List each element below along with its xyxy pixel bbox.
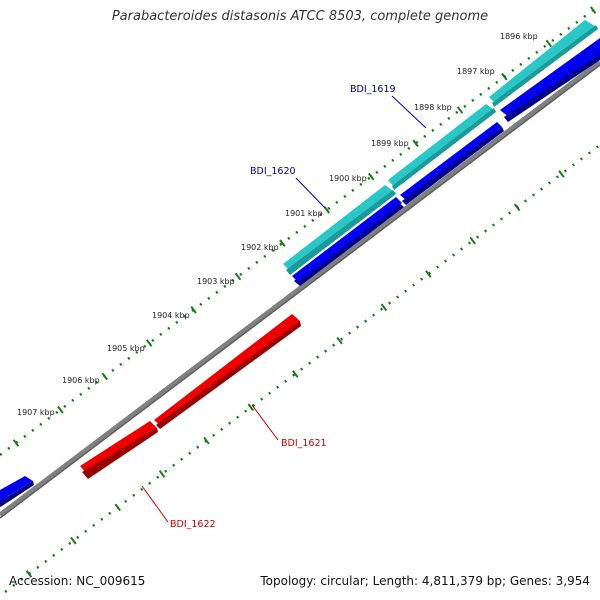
accession-text: Accession: NC_009615 xyxy=(9,574,146,588)
cds-forward-2 xyxy=(400,122,502,200)
inner-major-tick-5 xyxy=(247,403,255,412)
forward-cds-row xyxy=(0,38,600,507)
outer-major-ticks xyxy=(12,6,597,447)
outer-major-tick-8 xyxy=(367,172,375,181)
tick-label-1903: 1903 kbp xyxy=(197,277,235,286)
outer-major-tick-0 xyxy=(12,439,20,447)
inner-major-tick-2 xyxy=(114,503,121,512)
outer-major-tick-3 xyxy=(146,339,153,347)
tick-labels: 1896 kbp 1897 kbp 1898 kbp 1899 kbp 1900… xyxy=(17,32,538,417)
tick-label-1907: 1907 kbp xyxy=(17,408,55,417)
tick-label-1904: 1904 kbp xyxy=(152,311,190,320)
cds-feature-1 xyxy=(283,185,396,272)
tick-label-1898: 1898 kbp xyxy=(414,103,452,112)
inner-major-tick-10 xyxy=(469,236,476,245)
inner-major-tick-11 xyxy=(513,203,521,212)
inner-major-ticks xyxy=(25,170,565,578)
tick-label-1905: 1905 kbp xyxy=(107,344,145,353)
tick-label-1899: 1899 kbp xyxy=(371,139,409,148)
outer-major-tick-2 xyxy=(101,372,108,381)
genome-backbone xyxy=(0,60,600,517)
inner-tick-ring xyxy=(4,144,600,593)
cds-forward-edge-side xyxy=(0,481,34,507)
tick-label-1896: 1896 kbp xyxy=(500,32,538,41)
inner-major-tick-1 xyxy=(70,536,77,545)
cds-forward-2-side xyxy=(402,127,504,205)
gene-label-bdi-1620: BDI_1620 xyxy=(250,166,296,177)
gene-label-bdi-1619: BDI_1619 xyxy=(350,84,396,95)
cds-feature-1-side xyxy=(286,190,396,275)
inner-major-tick-4 xyxy=(203,436,210,445)
inner-major-tick-0 xyxy=(25,570,33,578)
map-title: Parabacteroides distasonis ATCC 8503, co… xyxy=(111,9,489,24)
outer-major-tick-5 xyxy=(234,272,242,281)
cds-forward-edge xyxy=(0,476,33,504)
gene-label-bdi-1621: BDI_1621 xyxy=(281,438,327,449)
cds-reverse-1 xyxy=(154,314,300,427)
cds-reverse-1-side xyxy=(156,321,301,429)
outer-major-tick-6 xyxy=(279,239,286,247)
inner-major-tick-12 xyxy=(558,170,565,178)
cds-forward-1-top xyxy=(292,197,402,282)
cds-reverse-2-side xyxy=(82,428,158,479)
outer-major-tick-9 xyxy=(412,139,419,148)
tick-label-1900: 1900 kbp xyxy=(329,174,367,183)
label-line-bdi-1620 xyxy=(295,177,326,209)
inner-major-tick-6 xyxy=(292,370,299,378)
genome-summary-text: Topology: circular; Length: 4,811,379 bp… xyxy=(260,574,590,588)
cds-feature-2-side xyxy=(392,108,496,190)
tick-label-1906: 1906 kbp xyxy=(62,376,100,385)
cds-forward-1 xyxy=(294,202,404,286)
inner-major-tick-8 xyxy=(380,303,388,312)
cds-forward-3-side xyxy=(504,54,600,122)
cds-reverse-2 xyxy=(80,421,157,475)
label-line-bdi-1619 xyxy=(391,95,427,129)
tick-label-1901: 1901 kbp xyxy=(285,209,323,218)
label-line-bdi-1622 xyxy=(141,485,169,523)
feature-cds-row xyxy=(283,20,598,275)
reverse-cds-row xyxy=(80,314,301,479)
outer-major-tick-11 xyxy=(501,72,508,81)
inner-major-tick-9 xyxy=(425,270,432,278)
gene-label-bdi-1622: BDI_1622 xyxy=(170,519,216,530)
outer-major-tick-13 xyxy=(589,6,597,14)
outer-tick-ring xyxy=(0,4,600,456)
tick-label-1897: 1897 kbp xyxy=(457,67,495,76)
cds-feature-3-side xyxy=(492,25,598,107)
tick-label-1902: 1902 kbp xyxy=(241,243,279,252)
outer-major-tick-4 xyxy=(190,306,197,314)
gene-labels: BDI_1619 BDI_1620 BDI_1621 BDI_1622 xyxy=(170,84,396,530)
label-line-bdi-1621 xyxy=(251,404,279,441)
outer-major-tick-10 xyxy=(456,106,464,114)
genome-backbone-shadow xyxy=(0,64,600,519)
outer-major-tick-1 xyxy=(57,405,64,414)
cds-feature-3 xyxy=(489,20,598,105)
inner-major-tick-3 xyxy=(158,470,166,478)
inner-major-tick-7 xyxy=(336,336,343,345)
cds-feature-2 xyxy=(388,104,496,188)
cds-forward-3 xyxy=(500,38,600,118)
outer-major-tick-12 xyxy=(545,39,553,48)
